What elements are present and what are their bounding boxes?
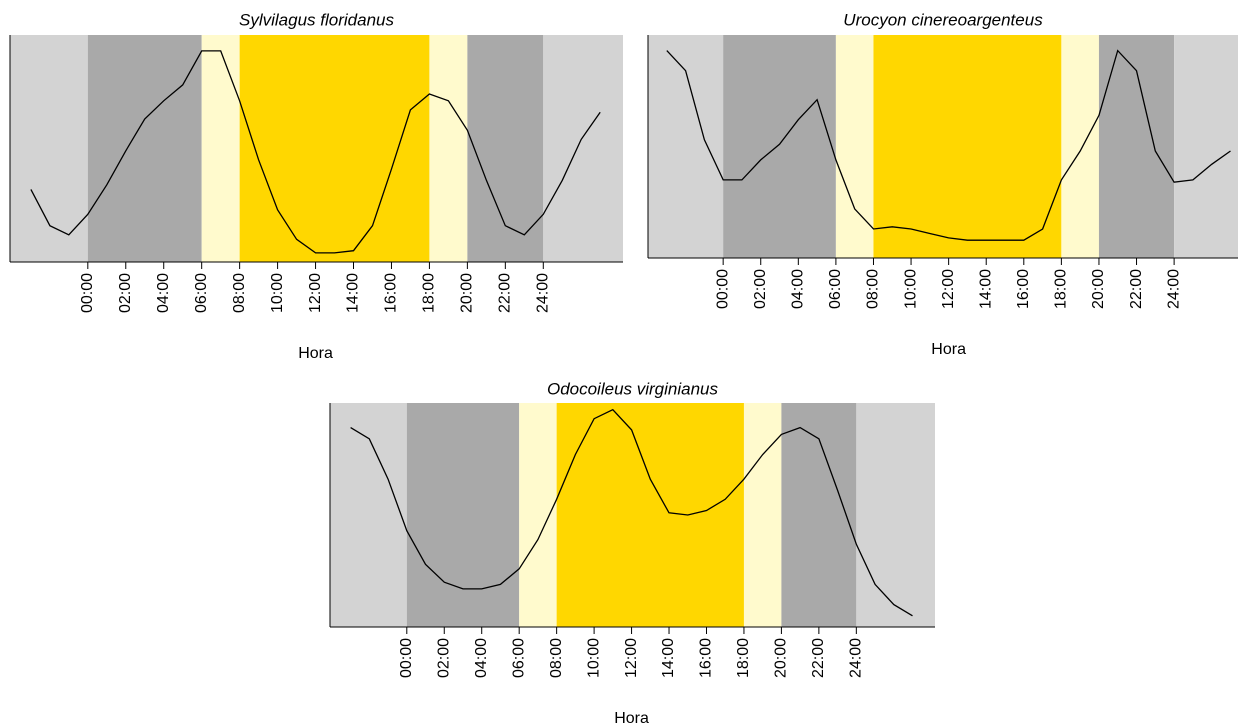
x-tick-label: 04:00 bbox=[790, 269, 807, 309]
x-tick-label: 02:00 bbox=[435, 638, 452, 678]
x-tick-label: 04:00 bbox=[155, 273, 172, 313]
x-tick-label: 12:00 bbox=[940, 269, 957, 309]
x-tick-label: 24:00 bbox=[848, 638, 865, 678]
x-tick-label: 10:00 bbox=[269, 273, 286, 313]
time-band bbox=[239, 35, 430, 262]
time-band bbox=[1098, 35, 1175, 258]
time-band bbox=[429, 35, 468, 262]
time-band bbox=[467, 35, 544, 262]
x-tick-label: 08:00 bbox=[231, 273, 248, 313]
x-tick-label: 16:00 bbox=[1015, 269, 1032, 309]
time-band bbox=[648, 35, 724, 258]
x-tick-label: 24:00 bbox=[535, 273, 552, 313]
x-tick-label: 14:00 bbox=[977, 269, 994, 309]
x-tick-label: 14:00 bbox=[660, 638, 677, 678]
x-tick-label: 24:00 bbox=[1165, 269, 1182, 309]
x-tick-label: 16:00 bbox=[698, 638, 715, 678]
time-band bbox=[556, 403, 744, 627]
activity-curve bbox=[666, 49, 1231, 241]
time-band bbox=[856, 403, 935, 627]
activity-curve bbox=[30, 50, 601, 254]
x-tick-label: 20:00 bbox=[773, 638, 790, 678]
time-band bbox=[406, 403, 520, 627]
x-axis-label: Hora bbox=[298, 345, 333, 362]
x-tick-label: 06:00 bbox=[827, 269, 844, 309]
x-tick-label: 10:00 bbox=[902, 269, 919, 309]
x-tick-label: 22:00 bbox=[1128, 269, 1145, 309]
x-tick-label: 08:00 bbox=[548, 638, 565, 678]
time-band bbox=[330, 403, 407, 627]
x-axis-label: Hora bbox=[931, 341, 966, 358]
time-band bbox=[519, 403, 557, 627]
time-band bbox=[1061, 35, 1099, 258]
x-tick-label: 16:00 bbox=[383, 273, 400, 313]
panel: 00:00 02:00 04:00 06:00 08:00 10:00 12:00 14:00… bbox=[647, 10, 1238, 358]
x-tick-label: 20:00 bbox=[459, 273, 476, 313]
chart-title: Urocyon cinereoargenteus bbox=[843, 10, 1043, 29]
x-tick-label: 18:00 bbox=[1053, 269, 1070, 309]
x-tick-label: 00:00 bbox=[398, 638, 415, 678]
x-tick-label: 18:00 bbox=[421, 273, 438, 313]
time-band bbox=[781, 403, 857, 627]
x-tick-label: 22:00 bbox=[497, 273, 514, 313]
chart-title: Sylvilagus floridanus bbox=[239, 10, 394, 29]
x-tick-label: 00:00 bbox=[714, 269, 731, 309]
time-band bbox=[201, 35, 240, 262]
x-tick-label: 06:00 bbox=[510, 638, 527, 678]
time-band bbox=[873, 35, 1062, 258]
panel: 00:00 02:00 04:00 06:00 08:00 10:00 12:00 14:00… bbox=[329, 379, 935, 724]
x-tick-label: 06:00 bbox=[193, 273, 210, 313]
x-tick-label: 02:00 bbox=[752, 269, 769, 309]
panel: 00:00 02:00 04:00 06:00 08:00 10:00 12:00 14:00… bbox=[9, 10, 623, 362]
time-band bbox=[743, 403, 782, 627]
x-tick-label: 18:00 bbox=[735, 638, 752, 678]
x-tick-label: 10:00 bbox=[585, 638, 602, 678]
time-band bbox=[87, 35, 202, 262]
x-tick-label: 04:00 bbox=[473, 638, 490, 678]
x-tick-label: 12:00 bbox=[623, 638, 640, 678]
chart-title: Odocoileus virginianus bbox=[547, 379, 719, 398]
x-tick-label: 08:00 bbox=[865, 269, 882, 309]
x-tick-label: 14:00 bbox=[345, 273, 362, 313]
x-tick-label: 20:00 bbox=[1090, 269, 1107, 309]
activity-curve bbox=[350, 408, 913, 617]
time-band bbox=[1174, 35, 1238, 258]
x-tick-label: 00:00 bbox=[79, 273, 96, 313]
time-band bbox=[835, 35, 874, 258]
time-band bbox=[543, 35, 623, 262]
x-tick-label: 02:00 bbox=[117, 273, 134, 313]
x-tick-label: 22:00 bbox=[810, 638, 827, 678]
time-band bbox=[723, 35, 836, 258]
x-tick-label: 12:00 bbox=[307, 273, 324, 313]
time-band bbox=[10, 35, 88, 262]
x-axis-label: Hora bbox=[614, 710, 649, 724]
